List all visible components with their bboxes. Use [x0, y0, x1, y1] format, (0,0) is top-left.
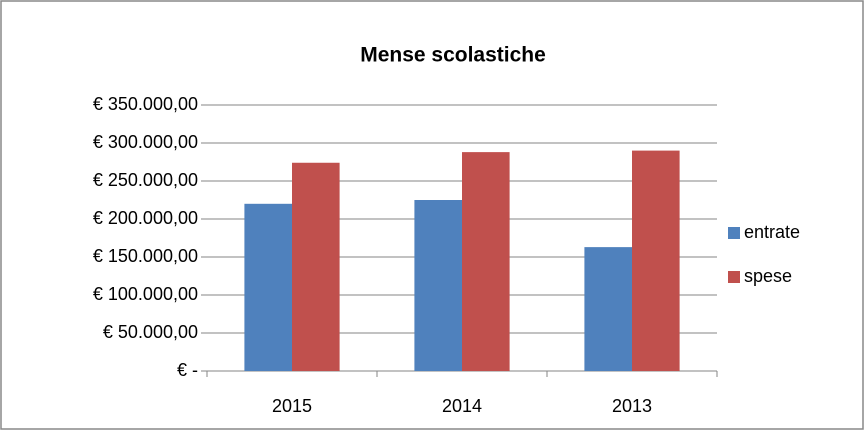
bar — [632, 150, 680, 371]
bar — [414, 200, 462, 371]
legend-swatch — [728, 271, 740, 283]
y-tick-label: € - — [177, 360, 198, 380]
bar — [244, 203, 292, 371]
y-tick-label: € 100.000,00 — [93, 284, 198, 304]
y-tick-label: € 300.000,00 — [93, 132, 198, 152]
x-tick-label: 2014 — [442, 396, 482, 416]
legend-swatch — [728, 227, 740, 239]
y-tick-label: € 250.000,00 — [93, 170, 198, 190]
y-tick-label: € 150.000,00 — [93, 246, 198, 266]
y-tick-label: € 350.000,00 — [93, 94, 198, 114]
legend-label: entrate — [744, 222, 800, 242]
x-tick-label: 2013 — [612, 396, 652, 416]
bar — [292, 162, 340, 371]
legend-label: spese — [744, 266, 792, 286]
chart-title: Mense scolastiche — [360, 44, 546, 67]
x-tick-label: 2015 — [272, 396, 312, 416]
y-tick-label: € 200.000,00 — [93, 208, 198, 228]
bar — [462, 152, 510, 371]
y-tick-label: € 50.000,00 — [103, 322, 198, 342]
bar — [584, 247, 632, 371]
